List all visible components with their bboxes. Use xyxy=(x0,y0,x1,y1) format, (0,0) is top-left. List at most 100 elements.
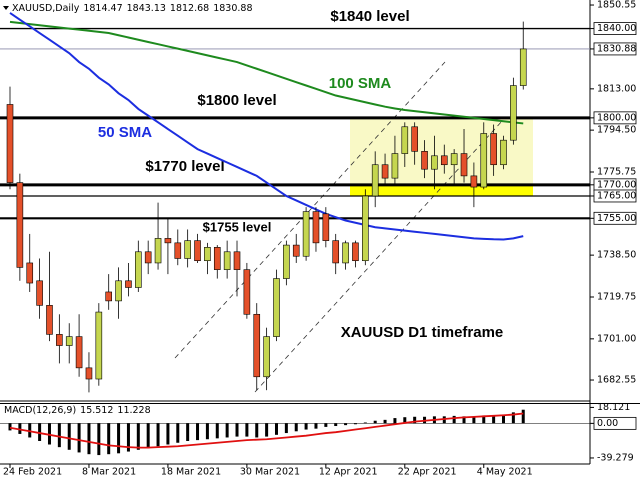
candle-body xyxy=(46,305,53,335)
y-tick-label: -39.279 xyxy=(597,452,634,463)
macd-bar xyxy=(482,415,486,424)
candle-body xyxy=(362,195,369,262)
candle-body xyxy=(332,240,340,264)
candle-body xyxy=(401,126,409,154)
candle-body xyxy=(233,251,241,270)
candle-body xyxy=(470,175,478,188)
candle-body xyxy=(16,182,24,268)
x-tick-label: 8 Mar 2021 xyxy=(82,467,136,478)
candle-body xyxy=(36,280,43,306)
y-tick-label: 1840.00 xyxy=(597,23,636,34)
candle-body xyxy=(26,262,34,284)
y-tick-label: 1800.00 xyxy=(597,112,636,123)
candle-body xyxy=(490,133,497,166)
y-tick-label: 1701.00 xyxy=(597,333,636,344)
candle-body xyxy=(174,242,182,259)
candle-body xyxy=(253,313,261,378)
y-tick-label: 1765.00 xyxy=(597,190,636,201)
macd-title: MACD(12,26,9) xyxy=(4,405,76,416)
macd-bar xyxy=(215,423,219,439)
candle-body xyxy=(144,251,152,264)
candle-body xyxy=(273,278,280,337)
candle-body xyxy=(75,336,83,369)
macd-bar xyxy=(146,423,150,449)
x-tick-label: 22 Apr 2021 xyxy=(398,467,457,478)
macd-bar xyxy=(294,423,298,432)
macd-bar xyxy=(363,422,367,424)
macd-signal-line xyxy=(9,412,524,449)
y-tick-label: 1850.55 xyxy=(597,0,636,11)
y-tick-label: 1738.50 xyxy=(597,250,636,261)
macd-bar xyxy=(186,423,190,441)
sma-line xyxy=(9,12,524,241)
level-annotation: $1800 level xyxy=(197,92,276,109)
y-tick-label: 1830.88 xyxy=(597,43,636,54)
macd-bar xyxy=(472,416,476,424)
macd-bar xyxy=(176,423,180,443)
macd-bar xyxy=(383,419,387,424)
macd-bar xyxy=(245,423,249,437)
macd-bar xyxy=(314,423,318,429)
price-label-box xyxy=(593,416,637,430)
y-tick-label: 1682.55 xyxy=(597,375,636,386)
candle-body xyxy=(519,48,527,86)
price-label-box xyxy=(593,22,637,35)
y-tick-label: 1775.75 xyxy=(597,166,636,177)
candle-body xyxy=(322,213,330,241)
macd-bar xyxy=(403,417,407,424)
macd-bar xyxy=(344,423,348,426)
macd-bar xyxy=(87,423,91,455)
support-band xyxy=(350,185,533,196)
macd-bar xyxy=(57,423,61,448)
candle-body xyxy=(135,251,142,288)
macd-bar xyxy=(353,423,357,425)
candle-body xyxy=(115,280,122,302)
sma-label: 100 SMA xyxy=(329,75,392,92)
macd-bar xyxy=(452,415,456,424)
macd-bar xyxy=(196,423,200,441)
macd-bar xyxy=(97,423,101,456)
sma-line xyxy=(9,20,524,125)
candle-body xyxy=(342,242,349,264)
candle-body xyxy=(154,238,162,264)
macd-header: MACD(12,26,9) 15.512 11.228 xyxy=(4,405,151,416)
macd-bar xyxy=(107,423,111,455)
chart-header: XAUUSD,Daily 1814.47 1843.13 1812.68 1830.88 xyxy=(12,3,253,14)
y-tick-label: 0.00 xyxy=(597,418,618,429)
y-tick-label: 1794.50 xyxy=(597,125,636,136)
header-high: 1843.13 xyxy=(127,3,166,14)
y-tick-label: 18.121 xyxy=(597,402,630,413)
candle-body xyxy=(352,242,359,262)
candle-body xyxy=(302,211,310,257)
macd-bar xyxy=(492,415,496,424)
x-tick-label: 12 Apr 2021 xyxy=(319,467,378,478)
macd-bar xyxy=(255,423,259,438)
macd-bar xyxy=(136,423,140,450)
candle-body xyxy=(105,291,112,302)
x-tick-label: 24 Feb 2021 xyxy=(3,467,62,478)
macd-bar xyxy=(284,423,288,434)
sma-label: 50 SMA xyxy=(98,124,152,141)
candle-body xyxy=(184,240,191,259)
candle-body xyxy=(194,240,201,262)
macd-bar xyxy=(205,423,209,440)
macd-bar xyxy=(373,420,377,424)
macd-signal-value: 11.228 xyxy=(117,405,150,416)
channel-line xyxy=(174,61,446,359)
candle-body xyxy=(421,151,428,170)
candle-body xyxy=(411,126,418,152)
macd-bar xyxy=(324,423,328,427)
candle-body xyxy=(204,247,211,262)
price-label-box xyxy=(593,111,637,125)
price-label-box xyxy=(593,189,637,203)
candle-body xyxy=(312,211,320,244)
macd-bar xyxy=(156,423,160,447)
macd-bar xyxy=(77,423,81,453)
macd-bar xyxy=(67,423,71,450)
candle-body xyxy=(223,251,231,270)
candle-body xyxy=(95,311,103,380)
x-tick-label: 4 May 2021 xyxy=(477,467,533,478)
candle-body xyxy=(391,153,399,179)
candle-body xyxy=(500,139,507,166)
